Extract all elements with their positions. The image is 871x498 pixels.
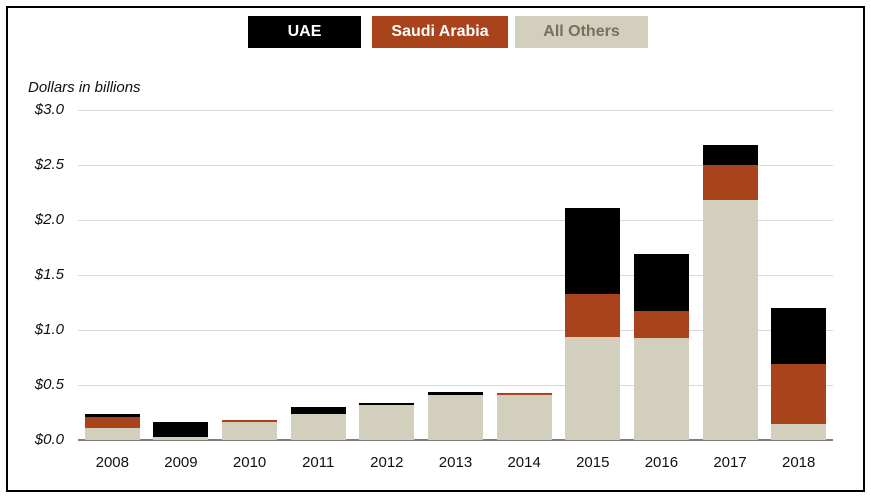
x-axis-tick-label-2008: 2008 [95, 454, 129, 471]
legend-item-uae: UAE [248, 16, 361, 48]
bar-segment-2016-saudi-arabia [633, 311, 689, 338]
bar-segment-2014-all-others [496, 394, 552, 440]
bar-segment-2017-uae [702, 145, 758, 165]
bar-segment-2018-uae [771, 308, 827, 365]
bar-segment-2016-all-others [633, 337, 689, 440]
legend-item-all-others: All Others [515, 16, 648, 48]
gridline [78, 220, 833, 221]
bar-segment-2018-all-others [771, 423, 827, 440]
bar-segment-2011-uae [290, 407, 346, 414]
bar-segment-2015-saudi-arabia [565, 293, 621, 337]
bar-segment-2015-all-others [565, 336, 621, 440]
x-axis-tick-label-2009: 2009 [164, 454, 198, 471]
x-axis-tick-label-2014: 2014 [507, 454, 541, 471]
bar-segment-2013-uae [428, 391, 483, 395]
legend-item-saudi-arabia: Saudi Arabia [372, 16, 508, 48]
y-axis-tick-label: $0.0 [34, 431, 64, 448]
y-axis-tick-label: $3.0 [34, 101, 64, 118]
gridline [78, 110, 833, 111]
bar-segment-2009-all-others [153, 436, 209, 440]
x-axis-tick-label-2010: 2010 [232, 454, 267, 471]
x-axis-tick-label-2018: 2018 [781, 454, 816, 471]
gridline [78, 330, 833, 331]
x-axis-tick-label-2015: 2015 [576, 454, 610, 471]
x-axis-tick-label-2012: 2012 [370, 454, 404, 471]
bar-segment-2012-all-others [359, 404, 415, 440]
bar-segment-2012-uae [359, 402, 415, 405]
x-axis-tick-label-2016: 2016 [644, 454, 679, 471]
y-axis-tick-label: $2.0 [34, 211, 64, 228]
bar-segment-2008-saudi-arabia [84, 416, 140, 428]
bar-segment-2017-saudi-arabia [702, 165, 758, 201]
bar-segment-2015-uae [565, 207, 621, 294]
bar-segment-2010-all-others [222, 422, 278, 440]
bar-segment-2016-uae [633, 254, 689, 312]
bar-segment-2009-uae [153, 422, 209, 437]
bar-segment-2018-saudi-arabia [771, 364, 827, 424]
bar-segment-2008-all-others [84, 427, 140, 440]
bar-segment-2014-saudi-arabia [496, 392, 552, 395]
y-axis-tick-label: $2.5 [34, 156, 64, 173]
y-axis-tick-label: $0.5 [34, 376, 64, 393]
x-axis-line [78, 439, 833, 441]
x-axis-tick-label-2013: 2013 [438, 454, 473, 471]
x-axis-tick-label-2017: 2017 [713, 454, 747, 471]
legend: UAE Saudi Arabia All Others [0, 16, 871, 48]
bar-segment-2013-all-others [428, 394, 483, 440]
gridline [78, 165, 833, 166]
y-axis-tick-label: $1.0 [34, 321, 64, 338]
gridline [78, 385, 833, 386]
x-axis-tick-label-2011: 2011 [302, 454, 335, 471]
axis-units-note: Dollars in billions [28, 79, 141, 96]
y-axis-tick-label: $1.5 [34, 266, 64, 283]
plot-area [78, 110, 833, 441]
gridline [78, 275, 833, 276]
bar-segment-2010-saudi-arabia [222, 420, 278, 423]
bar-segment-2008-uae [84, 413, 140, 417]
bar-segment-2017-all-others [702, 200, 758, 440]
bar-segment-2011-all-others [290, 413, 346, 440]
